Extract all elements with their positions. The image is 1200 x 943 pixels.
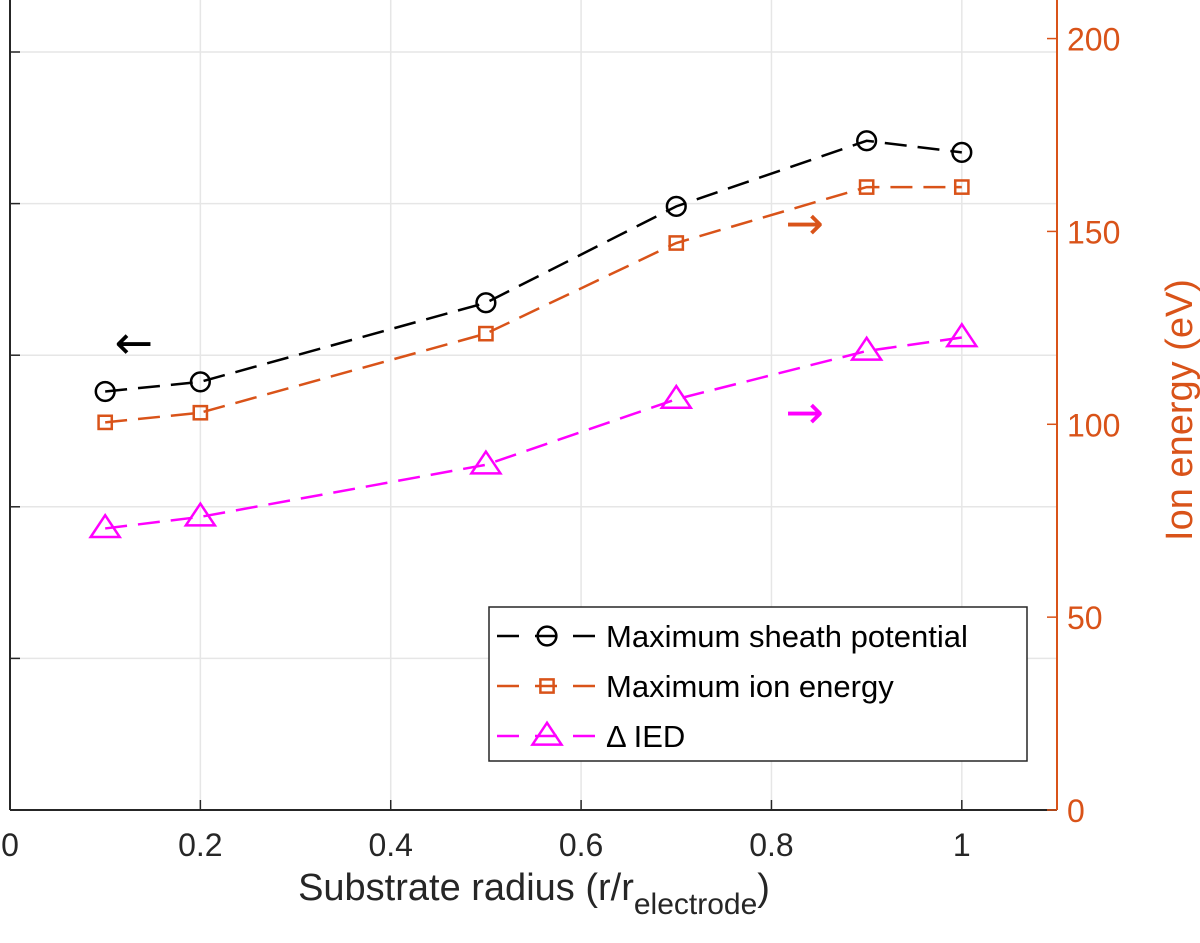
axis-arrow-annotation: → [785, 385, 824, 439]
data-point [668, 235, 685, 251]
right-y-tick-label: 0 [1067, 793, 1085, 829]
x-tick-label: 1 [953, 827, 971, 863]
data-point [530, 720, 564, 746]
right-y-tick-label: 150 [1067, 214, 1120, 250]
x-axis-title-main: Substrate radius (r/r [298, 867, 634, 909]
x-tick-label: 0.4 [368, 827, 412, 863]
data-point [659, 383, 694, 410]
data-point [665, 195, 687, 217]
right-y-tick-label: 50 [1067, 600, 1103, 636]
right-y-tick-label: 200 [1067, 22, 1120, 58]
x-tick-label: 0.2 [178, 827, 222, 863]
data-point [953, 179, 970, 195]
data-point [536, 625, 558, 647]
x-tick-label: 0.8 [749, 827, 793, 863]
legend: Maximum sheath potential Maximum ion ener… [488, 606, 1028, 762]
series-circle [94, 130, 973, 403]
axis-arrow-annotation: → [785, 196, 824, 250]
right-y-axis-title: Ion energy (eV) [1159, 279, 1200, 541]
data-point [856, 130, 878, 152]
data-point [539, 678, 555, 694]
ticks: 0 0.2 0.4 0.6 0.8 1 0 50 100 150 200 [1, 22, 1120, 863]
series-line [105, 185, 962, 424]
legend-label: Δ IED [606, 719, 685, 754]
annotations: ← → → [114, 196, 824, 439]
x-tick-label: 0 [1, 827, 19, 863]
data-point [97, 414, 114, 431]
data-point [944, 322, 979, 348]
data-point [183, 501, 218, 527]
series-square [97, 179, 970, 431]
data-point [475, 292, 497, 314]
data-point [469, 449, 503, 475]
series-line [105, 336, 962, 530]
data-point [478, 325, 494, 342]
data-point [189, 371, 211, 393]
series-line [105, 139, 962, 393]
data-point [88, 512, 123, 539]
axis-arrow-annotation: ← [114, 316, 153, 370]
x-axis-title-subscript: electrode [634, 888, 757, 921]
data-point [951, 141, 973, 163]
x-axis-title: Substrate radius (r/relectrode) [298, 867, 770, 921]
x-axis-title-close: ) [757, 867, 770, 909]
data-point [94, 380, 116, 403]
data-point [858, 179, 875, 195]
data-point [192, 404, 209, 421]
legend-label: Maximum sheath potential [606, 619, 968, 654]
right-y-tick-label: 100 [1067, 407, 1120, 443]
series-layer [88, 130, 979, 539]
legend-label: Maximum ion energy [606, 669, 894, 704]
series-triangle [88, 322, 979, 539]
data-point [849, 335, 884, 361]
x-tick-label: 0.6 [559, 827, 603, 863]
